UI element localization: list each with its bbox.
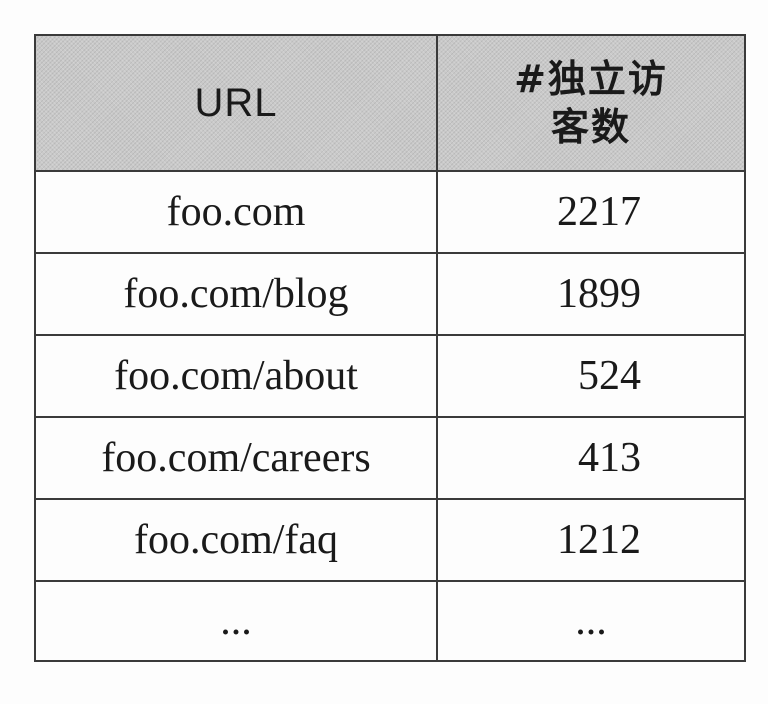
table-body: foo.com 2217 foo.com/blog 1899 foo.com/a… xyxy=(34,170,746,662)
visitors-cell: 1212 xyxy=(436,498,746,582)
table-header: URL #独立访客数 xyxy=(34,34,746,172)
table-row-ellipsis: ... ... xyxy=(34,580,746,662)
visitors-value: 1212 xyxy=(557,517,641,563)
url-cell: ... xyxy=(34,580,438,662)
table-row: foo.com/careers 413 xyxy=(34,416,746,500)
visitors-cell: 2217 xyxy=(436,170,746,254)
url-cell: foo.com/blog xyxy=(34,252,438,336)
visitors-cell: ... xyxy=(436,580,746,662)
table-row: foo.com 2217 xyxy=(34,170,746,254)
url-cell: foo.com/faq xyxy=(34,498,438,582)
url-cell: foo.com xyxy=(34,170,438,254)
header-cell-unique-visitors: #独立访客数 xyxy=(436,34,746,172)
visitors-cell: 1899 xyxy=(436,252,746,336)
table-row: foo.com/faq 1212 xyxy=(34,498,746,582)
header-row: URL #独立访客数 xyxy=(34,34,746,172)
visitors-value: 524 xyxy=(578,353,641,399)
visitors-value: 1899 xyxy=(557,271,641,317)
url-cell: foo.com/careers xyxy=(34,416,438,500)
header-url-label: URL xyxy=(194,80,278,125)
table-row: foo.com/about 524 xyxy=(34,334,746,418)
visitors-cell: 524 xyxy=(436,334,746,418)
url-cell: foo.com/about xyxy=(34,334,438,418)
visitors-cell: 413 xyxy=(436,416,746,500)
url-visitors-table: URL #独立访客数 foo.com 2217 foo.com/blog 189… xyxy=(34,34,746,662)
visitors-value: 2217 xyxy=(557,189,641,235)
table-row: foo.com/blog 1899 xyxy=(34,252,746,336)
header-cell-url: URL xyxy=(34,34,438,172)
visitors-value: 413 xyxy=(578,435,641,481)
header-unique-visitors-label: #独立访客数 xyxy=(514,57,668,149)
